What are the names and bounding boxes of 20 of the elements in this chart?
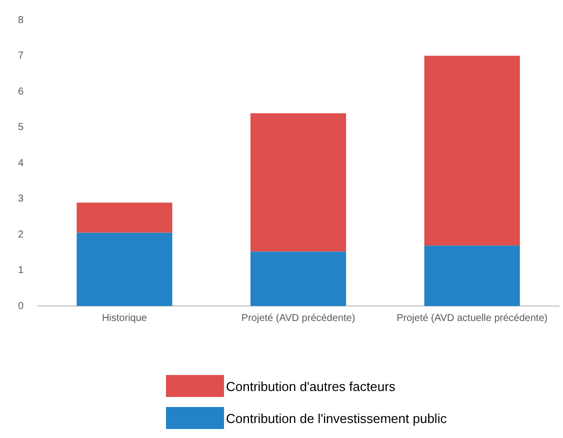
y-tick-label: 4 — [18, 158, 24, 169]
x-tick-label: Historique — [102, 312, 148, 324]
legend-label: Contribution de l'investissement public — [226, 410, 447, 426]
x-tick-label: Projeté (AVD précédente) — [241, 312, 356, 324]
bar — [424, 246, 520, 306]
bar — [250, 252, 346, 306]
y-tick-label: 0 — [18, 300, 24, 312]
y-tick-label: 3 — [18, 194, 24, 204]
y-tick-label: 6 — [18, 86, 24, 98]
y-tick-label: 8 — [18, 14, 24, 26]
bar — [76, 232, 172, 306]
legend-label: Contribution d'autres facteurs — [226, 378, 396, 394]
x-tick-label: Projeté (AVD actuelle précédente) — [396, 312, 548, 324]
bar — [424, 56, 520, 246]
bar — [76, 202, 172, 233]
bar — [250, 113, 346, 252]
y-tick-label: 5 — [18, 122, 24, 133]
y-tick-label: 1 — [18, 265, 24, 276]
y-tick-label: 2 — [18, 229, 24, 240]
y-tick-label: 7 — [18, 50, 24, 62]
